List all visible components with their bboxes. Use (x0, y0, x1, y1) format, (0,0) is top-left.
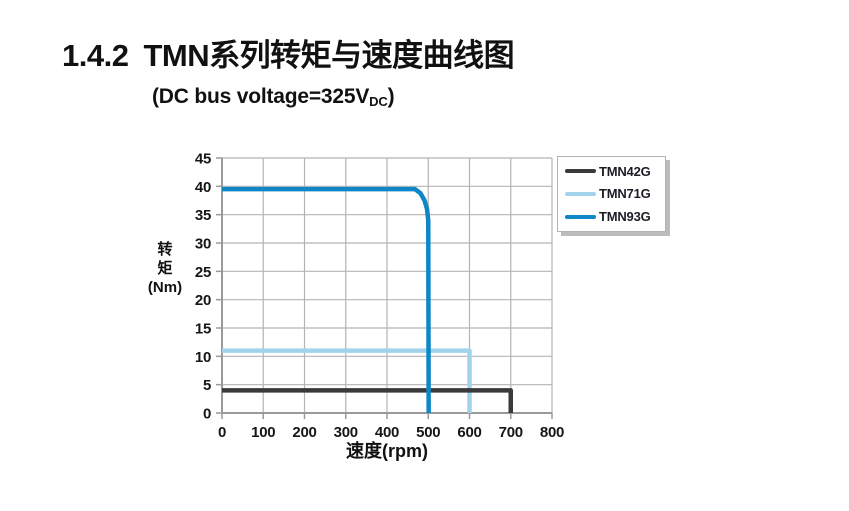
subtitle-close-paren: ) (387, 85, 395, 108)
legend-label: TMN71G (599, 186, 651, 202)
x-tick-label: 500 (416, 424, 440, 441)
y-axis-title: 转 矩 (Nm) (134, 240, 196, 297)
legend-line-swatch (565, 169, 596, 174)
section-number: 1.4.2 (62, 38, 129, 73)
y-axis-unit: (Nm) (147, 279, 183, 296)
legend-item-tmn93g: TMN93G (565, 206, 658, 228)
x-axis-title: 速度(rpm) (346, 441, 428, 461)
y-axis-title-char2: 矩 (157, 260, 173, 277)
y-tick-label: 20 (195, 292, 211, 309)
series-line-tmn42g (222, 388, 513, 413)
legend-line-swatch (565, 191, 596, 196)
x-tick-label: 200 (292, 424, 316, 441)
y-tick-label: 5 (203, 377, 211, 394)
y-tick-label: 40 (195, 179, 211, 196)
chart-subtitle: (DC bus voltage=325VDC) (152, 85, 395, 109)
legend-item-tmn71g: TMN71G (565, 183, 658, 205)
x-tick-label: 100 (251, 424, 275, 441)
series-line-tmn93g (222, 186, 431, 414)
x-tick-label: 600 (457, 424, 481, 441)
section-title: TMN系列转矩与速度曲线图 (143, 38, 515, 73)
x-tick-label: 800 (540, 424, 564, 441)
subtitle-text: (DC bus voltage=325V (152, 85, 370, 108)
y-axis-title-char1: 转 (157, 241, 173, 258)
legend-item-tmn42g: TMN42G (565, 160, 658, 182)
x-tick-label: 0 (218, 424, 226, 441)
section-heading: 1.4.2 TMN系列转矩与速度曲线图 (62, 30, 515, 75)
legend-line-swatch (565, 214, 596, 219)
x-tick-label: 700 (499, 424, 523, 441)
y-tick-label: 15 (195, 321, 211, 338)
legend-label: TMN42G (599, 163, 651, 179)
legend: TMN42G TMN71G TMN93G (557, 156, 666, 232)
y-tick-label: 45 (195, 151, 211, 168)
subtitle-subscript: DC (369, 94, 388, 109)
x-tick-label: 400 (375, 424, 399, 441)
legend-label: TMN93G (599, 209, 651, 225)
y-tick-label: 0 (203, 406, 211, 423)
x-tick-label: 300 (334, 424, 358, 441)
y-tick-label: 30 (195, 236, 211, 253)
y-tick-label: 25 (195, 264, 211, 281)
y-tick-label: 35 (195, 207, 211, 224)
y-tick-label: 10 (195, 349, 211, 366)
